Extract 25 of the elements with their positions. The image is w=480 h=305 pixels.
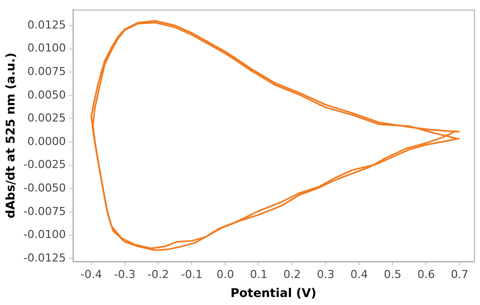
y-tick-label: -0.0025 xyxy=(23,158,66,172)
y-tick-label: 0.0125 xyxy=(27,18,66,32)
x-tick-label: 0.6 xyxy=(417,268,435,281)
x-tick-label: 0.3 xyxy=(316,268,334,281)
x-tick-label: -0.1 xyxy=(180,268,202,281)
y-tick-label: -0.0075 xyxy=(23,204,66,218)
x-tick-label: -0.2 xyxy=(148,268,169,281)
y-tick-label: 0.0000 xyxy=(27,134,66,148)
x-tick-label: -0.4 xyxy=(80,268,102,281)
x-tick-label: -0.3 xyxy=(114,268,136,281)
x-tick-label: 0.2 xyxy=(283,268,301,281)
y-tick-label: 0.0100 xyxy=(27,42,66,55)
x-tick-label: 0.7 xyxy=(450,268,468,281)
y-tick-label: -0.0050 xyxy=(23,182,66,195)
y-axis-title: dAbs/dt at 525 nm (a.u.) xyxy=(3,52,18,218)
x-tick-label: 0.5 xyxy=(384,268,402,281)
y-tick-label: 0.0025 xyxy=(27,112,66,125)
y-tick-label: 0.0050 xyxy=(27,88,66,102)
y-tick-label: -0.0100 xyxy=(23,228,66,242)
x-axis-title: Potential (V) xyxy=(230,286,316,300)
x-tick-label: 0.1 xyxy=(250,268,268,281)
y-tick-label: -0.0125 xyxy=(23,251,66,264)
x-tick-label: 0.4 xyxy=(350,268,368,281)
y-tick-label: 0.0075 xyxy=(27,64,66,78)
x-tick-label: 0.0 xyxy=(216,268,234,281)
